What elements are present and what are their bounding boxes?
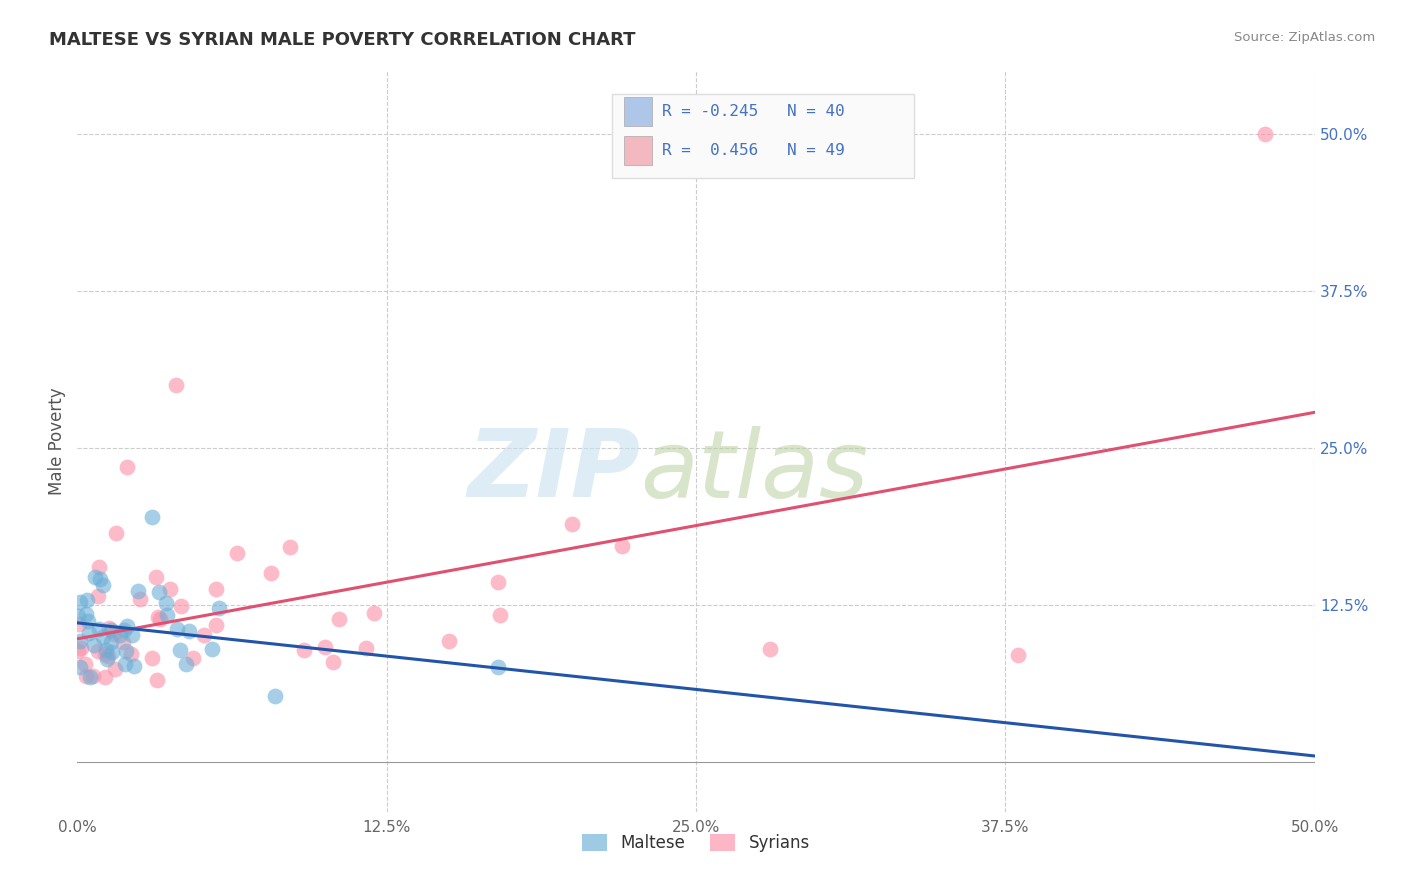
Point — [561, 516, 583, 531]
Text: MALTESE VS SYRIAN MALE POVERTY CORRELATION CHART: MALTESE VS SYRIAN MALE POVERTY CORRELATI… — [49, 31, 636, 49]
Point — [181, 651, 204, 665]
Point — [104, 662, 127, 676]
Point — [69, 595, 91, 609]
Point — [201, 642, 224, 657]
Point — [148, 585, 170, 599]
Y-axis label: Male Poverty: Male Poverty — [48, 388, 66, 495]
Point — [148, 609, 170, 624]
Point — [114, 657, 136, 671]
Point — [94, 647, 117, 661]
Point — [67, 616, 90, 631]
Point — [354, 640, 377, 655]
Point — [82, 669, 104, 683]
Point — [103, 627, 125, 641]
Point — [278, 540, 301, 554]
Point — [122, 659, 145, 673]
Point — [488, 607, 510, 622]
Point — [121, 627, 143, 641]
Point — [193, 628, 215, 642]
Point — [141, 509, 163, 524]
Point — [149, 611, 172, 625]
Point — [363, 607, 385, 621]
Text: N = 49: N = 49 — [787, 144, 845, 158]
Point — [322, 655, 344, 669]
Point — [146, 673, 169, 687]
Point — [264, 690, 287, 704]
Point — [86, 644, 108, 658]
Text: Source: ZipAtlas.com: Source: ZipAtlas.com — [1234, 31, 1375, 45]
Point — [108, 628, 131, 642]
Point — [101, 645, 124, 659]
Point — [91, 630, 114, 644]
Legend: Maltese, Syrians: Maltese, Syrians — [575, 828, 817, 859]
Point — [83, 638, 105, 652]
Point — [100, 634, 122, 648]
Text: R =  0.456: R = 0.456 — [662, 144, 758, 158]
Point — [105, 526, 128, 541]
Point — [67, 608, 90, 623]
Text: atlas: atlas — [640, 425, 869, 516]
Point — [486, 574, 509, 589]
Point — [208, 601, 231, 615]
Point — [67, 644, 90, 658]
Point — [165, 378, 187, 392]
Point — [145, 570, 167, 584]
Point — [112, 623, 135, 637]
Point — [75, 607, 97, 621]
Point — [87, 622, 110, 636]
Point — [174, 657, 197, 671]
Point — [89, 572, 111, 586]
Point — [94, 670, 117, 684]
Text: R = -0.245: R = -0.245 — [662, 104, 758, 119]
Text: N = 40: N = 40 — [787, 104, 845, 119]
Point — [77, 626, 100, 640]
Point — [205, 618, 228, 632]
Point — [155, 608, 177, 623]
Point — [79, 670, 101, 684]
Point — [91, 578, 114, 592]
Point — [87, 589, 110, 603]
Point — [100, 624, 122, 638]
Point — [486, 660, 509, 674]
Point — [226, 546, 249, 560]
Point — [610, 539, 633, 553]
Point — [94, 643, 117, 657]
Point — [97, 649, 120, 664]
Point — [328, 612, 350, 626]
Point — [76, 593, 98, 607]
Point — [169, 643, 191, 657]
Point — [115, 459, 138, 474]
Point — [98, 621, 121, 635]
Point — [759, 641, 782, 656]
Point — [75, 657, 97, 671]
Point — [96, 652, 118, 666]
Point — [117, 619, 139, 633]
Point — [205, 582, 228, 597]
Point — [292, 642, 315, 657]
Text: ZIP: ZIP — [467, 425, 640, 517]
Point — [177, 624, 200, 638]
Point — [70, 641, 93, 656]
Point — [69, 660, 91, 674]
Point — [159, 582, 181, 596]
Point — [1007, 648, 1029, 662]
Point — [89, 559, 111, 574]
Point — [169, 599, 191, 613]
Point — [84, 570, 107, 584]
Point — [437, 634, 460, 648]
Point — [114, 643, 136, 657]
Point — [155, 596, 177, 610]
Point — [69, 634, 91, 648]
Point — [75, 669, 97, 683]
Point — [1254, 127, 1277, 141]
Point — [314, 640, 336, 655]
Point — [260, 566, 283, 581]
Point — [120, 647, 142, 661]
Point — [127, 584, 149, 599]
Point — [111, 635, 134, 649]
Point — [77, 614, 100, 628]
Point — [141, 651, 163, 665]
Point — [128, 591, 150, 606]
Point — [166, 622, 188, 636]
